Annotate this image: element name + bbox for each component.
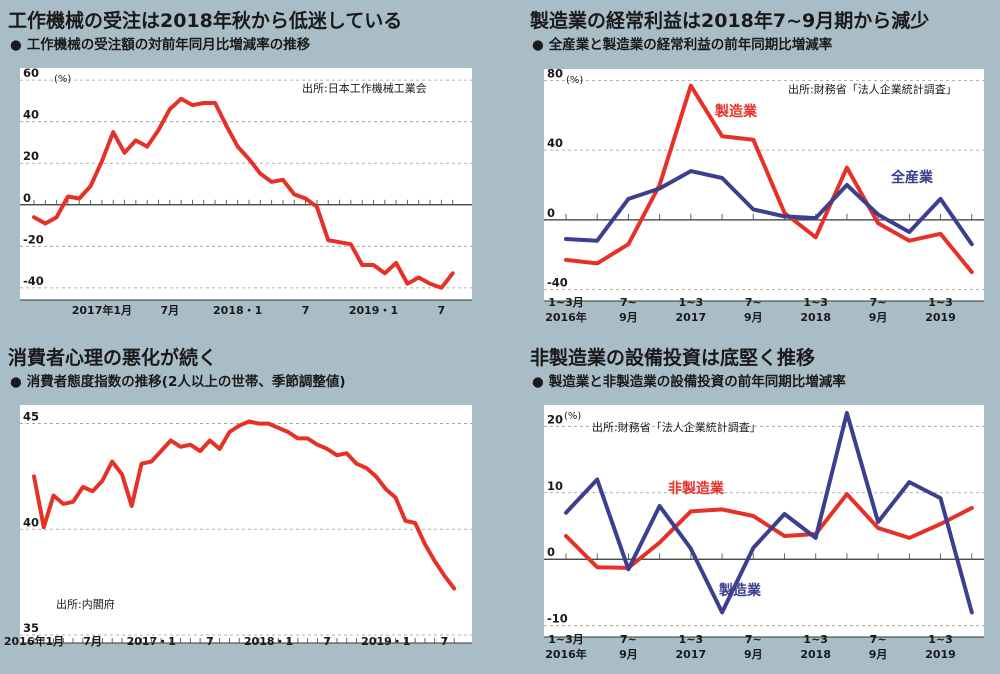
x-tick-sublabel: 2016年 <box>545 310 587 324</box>
chart-title: 消費者心理の悪化が続く <box>8 347 218 369</box>
series-line-2 <box>564 169 974 247</box>
x-tick-label: 1~3 <box>679 633 704 646</box>
panel-consumer-confidence: 消費者心理の悪化が続く 消費者態度指数の推移(2人以上の世帯、季節調整値) 45… <box>4 343 478 668</box>
x-tick-sublabel: 2018 <box>800 311 831 324</box>
source-label: 出所:内閣府 <box>56 597 115 611</box>
x-tick-sublabel: 9月 <box>869 648 888 661</box>
x-tick-label: 1~3 <box>803 296 828 309</box>
series-line-1 <box>32 419 457 591</box>
chart-subtitle: 消費者態度指数の推移(2人以上の世帯、季節調整値) <box>10 370 346 390</box>
x-tick-label: 1~3月 <box>548 633 584 646</box>
y-tick-label: 35 <box>23 621 39 635</box>
series-line-1 <box>564 83 974 275</box>
y-tick-label: 10 <box>547 479 563 493</box>
x-tick-label: 1~3月 <box>548 296 584 309</box>
source-label: 出所:財務省「法人企業統計調査」 <box>788 82 957 96</box>
y-tick-label: -20 <box>23 232 44 246</box>
plot-area <box>544 69 984 301</box>
x-tick-sublabel: 2017 <box>676 311 707 324</box>
y-tick-label: -40 <box>23 274 44 288</box>
x-tick-label: 2018・1 <box>244 635 293 648</box>
x-tick-label: 2018・1 <box>213 304 262 317</box>
chart-title: 製造業の経常利益は2018年7~9月期から減少 <box>530 10 930 32</box>
x-tick-label: 7~ <box>620 633 637 646</box>
y-tick-label: 40 <box>23 515 39 529</box>
series-line-1 <box>564 492 974 570</box>
x-tick-label: 7~ <box>745 296 762 309</box>
machine-tool-orders-chart: 60 40 20 0 -20 -40 2017年1月 7月 2018・1 7 2019・1 7 (%) 出… <box>20 66 472 317</box>
x-tick-label: 7~ <box>620 296 637 309</box>
chart-subtitle: 全産業と製造業の経常利益の前年同期比増減率 <box>532 33 833 53</box>
x-tick-label: 2019・1 <box>361 635 410 648</box>
x-tick-sublabel: 2016年 <box>545 647 587 661</box>
chart-title: 工作機械の受注は2018年秋から低迷している <box>8 10 403 32</box>
x-tick-label: 7~ <box>870 296 887 309</box>
x-tick-label: 1~3 <box>679 296 704 309</box>
y-tick-label: -40 <box>547 276 568 290</box>
series-label: 非製造業 <box>668 480 725 497</box>
y-tick-label: 40 <box>23 108 39 122</box>
unit-label: (%) <box>566 75 583 86</box>
y-tick-label: 40 <box>547 136 563 150</box>
x-tick-sublabel: 9月 <box>744 648 763 661</box>
x-tick-label: 2016年1月 <box>4 634 64 648</box>
x-tick-label: 7月 <box>160 304 179 317</box>
x-tick-sublabel: 2017 <box>676 648 707 661</box>
x-tick-label: 1~3 <box>928 633 953 646</box>
x-tick-sublabel: 9月 <box>619 648 638 661</box>
x-tick-label: 2017・1 <box>127 635 176 648</box>
y-tick-label: 0 <box>23 191 31 205</box>
unit-label: (%) <box>564 411 581 422</box>
x-tick-label: 2017年1月 <box>72 303 132 317</box>
x-tick-sublabel: 2019 <box>925 648 956 661</box>
x-tick-sublabel: 2018 <box>800 648 831 661</box>
y-tick-label: -10 <box>547 612 568 626</box>
x-tick-label: 2019・1 <box>349 304 398 317</box>
source-label: 出所:財務省「法人企業統計調査」 <box>592 420 761 434</box>
series-label: 製造業 <box>714 103 758 120</box>
x-tick-label: 7~ <box>870 633 887 646</box>
y-tick-label: 60 <box>23 66 39 80</box>
unit-label: (%) <box>54 74 71 85</box>
series-label: 製造業 <box>718 582 762 599</box>
x-tick-label: 7 <box>323 635 331 648</box>
chart-subtitle: 工作機械の受注額の対前年同月比増減率の推移 <box>10 33 311 53</box>
x-tick-sublabel: 9月 <box>744 311 763 324</box>
x-tick-label: 1~3 <box>928 296 953 309</box>
series-label: 全産業 <box>890 169 934 186</box>
x-tick-sublabel: 9月 <box>869 311 888 324</box>
x-tick-label: 7 <box>441 635 449 648</box>
y-tick-label: 20 <box>547 412 563 426</box>
x-tick-label: 7 <box>206 635 214 648</box>
x-tick-label: 7月 <box>83 635 102 648</box>
panel-machine-tool-orders: 工作機械の受注は2018年秋から低迷している 工作機械の受注額の対前年同月比増減… <box>8 6 478 317</box>
plot-area <box>20 405 472 643</box>
panel-ordinary-profit: 製造業の経常利益は2018年7~9月期から減少 全産業と製造業の経常利益の前年同… <box>530 6 992 336</box>
x-tick-label: 7 <box>302 304 310 317</box>
x-tick-label: 7~ <box>745 633 762 646</box>
x-tick-sublabel: 2019 <box>925 311 956 324</box>
x-tick-label: 7 <box>438 304 446 317</box>
y-tick-label: 0 <box>547 206 555 220</box>
panel-capital-investment: 非製造業の設備投資は底堅く推移 製造業と非製造業の設備投資の前年同期比増減率 2… <box>530 343 992 673</box>
y-tick-label: 80 <box>547 66 563 80</box>
chart-title: 非製造業の設備投資は底堅く推移 <box>530 347 816 369</box>
x-tick-label: 1~3 <box>803 633 828 646</box>
x-tick-sublabel: 9月 <box>619 311 638 324</box>
y-tick-label: 0 <box>547 545 555 559</box>
source-label: 出所:日本工作機械工業会 <box>302 81 427 95</box>
chart-subtitle: 製造業と非製造業の設備投資の前年同期比増減率 <box>532 370 846 390</box>
series-line-2 <box>564 411 974 615</box>
y-tick-label: 20 <box>23 149 39 163</box>
series-line-1 <box>32 96 455 290</box>
plot-area <box>20 68 472 300</box>
y-tick-label: 45 <box>23 410 39 424</box>
